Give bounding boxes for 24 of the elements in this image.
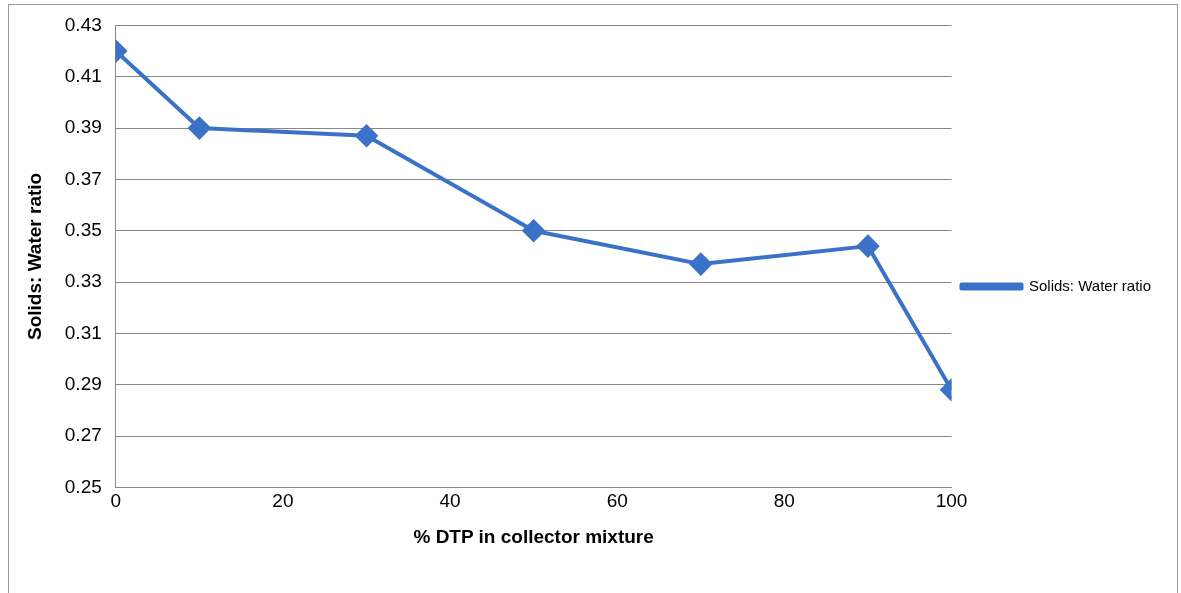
x-tick-label: 80 [773, 490, 795, 512]
point [188, 117, 211, 140]
y-tick-label: 0.27 [64, 424, 102, 446]
y-tick-label: 0.31 [64, 321, 102, 343]
y-tick-label: 0.39 [64, 116, 102, 138]
y-tick-label: 0.43 [64, 13, 102, 35]
legend-label: Solids: Water ratio [1029, 276, 1152, 294]
x-tick-label: 100 [935, 490, 968, 512]
x-tick-label: 0 [110, 490, 122, 512]
point [856, 235, 879, 258]
point [522, 219, 545, 242]
y-tick-label: 0.35 [64, 218, 102, 240]
y-tick-label: 0.37 [64, 167, 102, 189]
point [689, 253, 712, 276]
point [355, 124, 378, 147]
y-tick-label: 0.41 [64, 64, 102, 86]
x-tick-label: 40 [439, 490, 461, 512]
y-tick-label: 0.25 [64, 475, 102, 497]
y-axis-title: Solids: Water ratio [23, 172, 45, 340]
y-tick-label: 0.33 [64, 270, 102, 292]
x-axis-title: % DTP in collector mixture [413, 525, 654, 547]
x-tick-label: 20 [272, 490, 294, 512]
x-tick-label: 60 [606, 490, 628, 512]
y-tick-label: 0.29 [64, 372, 102, 394]
